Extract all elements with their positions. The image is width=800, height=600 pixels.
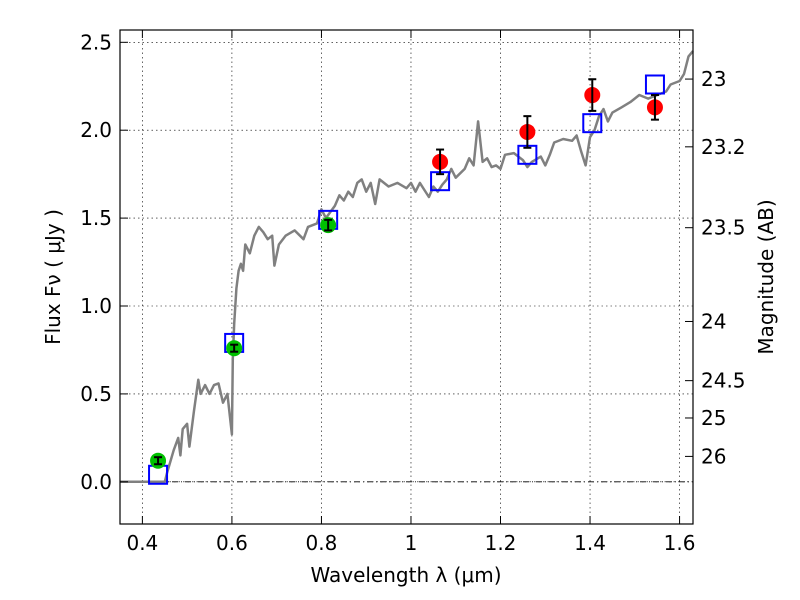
y-tick-label: 1.0 xyxy=(80,294,112,318)
right-tick-label: 26 xyxy=(701,444,726,468)
right-tick-label: 23.2 xyxy=(701,135,746,159)
x-axis-label: Wavelength λ (μm) xyxy=(310,563,501,587)
ticks: 0.4 0.6 0.8 1 1.2 1.4 1.6 0.0 0.5 1.0 1.5 2.0 2.5 23 2… xyxy=(80,30,746,555)
x-tick-label: 1.2 xyxy=(485,531,517,555)
plot-marks xyxy=(120,50,694,485)
x-tick-label: 0.4 xyxy=(126,531,158,555)
spectrum-line xyxy=(120,50,694,484)
x-tick-label: 1 xyxy=(405,531,418,555)
axes-frame xyxy=(119,29,694,525)
y-tick-label: 1.5 xyxy=(80,206,112,230)
model-square xyxy=(644,74,665,95)
y-tick-label: 0.5 xyxy=(80,382,112,406)
y-tick-label: 2.5 xyxy=(80,30,112,54)
x-tick-label: 0.8 xyxy=(306,531,338,555)
y-tick-label: 0.0 xyxy=(80,470,112,494)
x-tick-label: 0.6 xyxy=(216,531,248,555)
right-tick-label: 25 xyxy=(701,406,726,430)
model-square xyxy=(582,113,603,134)
right-tick-label: 24 xyxy=(701,309,726,333)
x-tick-label: 1.6 xyxy=(664,531,696,555)
right-axis-label: Magnitude (AB) xyxy=(754,199,778,354)
y-tick-label: 2.0 xyxy=(80,118,112,142)
right-tick-label: 23.5 xyxy=(701,216,746,240)
grid xyxy=(120,30,693,524)
right-tick-label: 24.5 xyxy=(701,369,746,393)
right-tick-label: 23 xyxy=(701,67,726,91)
y-axis-label: Flux Fν ( μJy ) xyxy=(41,209,65,345)
x-tick-label: 1.4 xyxy=(574,531,606,555)
